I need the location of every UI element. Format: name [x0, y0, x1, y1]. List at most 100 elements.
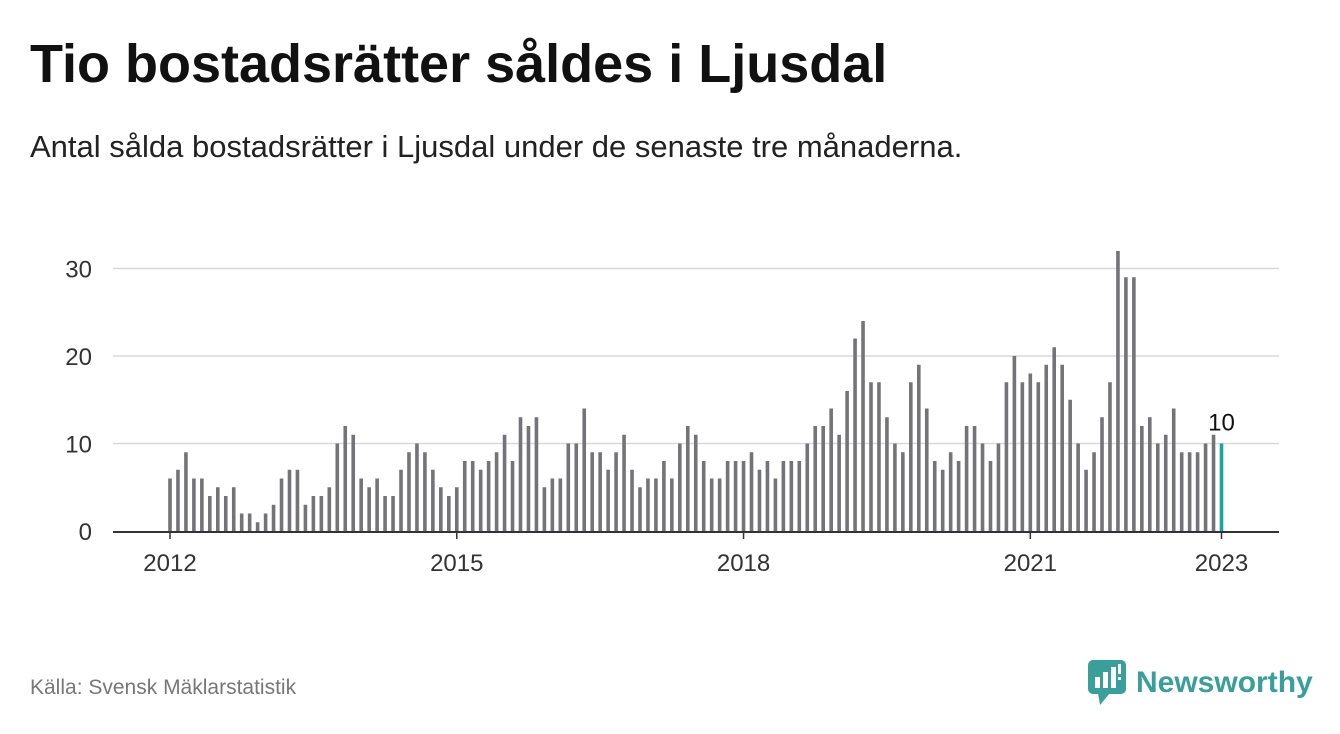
bar — [733, 461, 738, 531]
bar — [351, 434, 356, 531]
bar — [614, 452, 618, 531]
bar — [598, 452, 602, 531]
bar — [1012, 356, 1017, 531]
bar — [622, 434, 626, 531]
bar — [781, 461, 786, 531]
bar — [255, 522, 260, 531]
bar — [773, 478, 778, 531]
bar — [423, 452, 427, 531]
x-tick-label: 2021 — [1004, 550, 1057, 577]
y-tick-label: 30 — [65, 257, 92, 284]
bar — [518, 417, 523, 531]
bar — [303, 504, 308, 531]
bar — [701, 461, 706, 531]
bar — [717, 478, 722, 531]
bar — [542, 487, 547, 531]
bar — [439, 487, 443, 531]
bar — [693, 434, 698, 531]
bar — [319, 496, 324, 531]
bar — [932, 461, 937, 531]
bar — [462, 461, 467, 531]
x-tick-label: 2018 — [717, 550, 770, 577]
bar — [335, 443, 340, 531]
bar — [1076, 443, 1080, 531]
bar — [1171, 408, 1176, 531]
bar — [447, 496, 451, 531]
bar — [988, 461, 993, 531]
bar — [550, 478, 555, 531]
bar — [725, 461, 730, 531]
bar — [1084, 469, 1088, 531]
bar — [1100, 417, 1104, 531]
bar — [383, 496, 387, 531]
bar — [192, 478, 196, 531]
bar — [1132, 277, 1136, 531]
bar — [534, 417, 539, 531]
bar — [486, 461, 491, 531]
source-note: Källa: Svensk Mäklarstatistik — [30, 676, 297, 699]
bar — [789, 461, 794, 531]
bar — [797, 461, 802, 531]
bar — [295, 469, 300, 531]
bar — [582, 408, 587, 531]
bar — [1187, 452, 1192, 531]
bar — [654, 478, 658, 531]
bar — [1163, 434, 1168, 531]
bar — [885, 417, 889, 531]
bar — [1108, 382, 1112, 531]
bar — [877, 382, 881, 531]
x-tick-label: 2015 — [430, 550, 483, 577]
bar — [215, 487, 220, 531]
bar — [454, 487, 459, 531]
bar — [399, 469, 403, 531]
bar — [662, 461, 666, 531]
bar — [231, 487, 236, 531]
brand-name: Newsworthy — [1136, 666, 1313, 699]
bar — [208, 496, 212, 531]
bar — [1044, 364, 1049, 531]
bar — [1020, 382, 1025, 531]
bar — [909, 382, 913, 531]
chart-title: Tio bostadsrätter såldes i Ljusdal — [30, 34, 888, 94]
bar — [630, 469, 634, 531]
bar — [510, 461, 515, 531]
bar — [391, 496, 395, 531]
bar — [709, 478, 714, 531]
bar — [813, 426, 818, 531]
bar — [980, 443, 985, 531]
bar — [678, 443, 682, 531]
y-tick-label: 10 — [65, 432, 92, 459]
bar — [1116, 251, 1120, 531]
bar — [1155, 443, 1160, 531]
bar — [375, 478, 379, 531]
bar — [606, 469, 610, 531]
bar-chart: 0 10 20 30 2012 2015 2018 2021 2023 10 — [65, 251, 1279, 577]
bar — [1004, 382, 1009, 531]
x-tick-label: 2012 — [143, 550, 196, 577]
bar — [853, 338, 857, 531]
bar — [407, 452, 411, 531]
bar — [1052, 347, 1057, 531]
bar — [1092, 452, 1096, 531]
bar — [1203, 443, 1208, 531]
bar — [470, 461, 475, 531]
bar — [765, 461, 770, 531]
bar — [829, 408, 833, 531]
bar — [1195, 452, 1200, 531]
y-tick-label: 20 — [65, 344, 92, 371]
bar — [948, 452, 953, 531]
bar — [1060, 364, 1064, 531]
bar — [526, 426, 531, 531]
bar — [924, 408, 929, 531]
bar — [940, 469, 945, 531]
bar — [271, 504, 276, 531]
bar — [861, 321, 865, 531]
bar — [311, 496, 316, 531]
bar — [263, 513, 268, 531]
bar — [168, 478, 172, 531]
bar — [757, 469, 762, 531]
bar — [956, 461, 961, 531]
data-label: 10 — [1208, 410, 1235, 437]
bar — [805, 443, 810, 531]
bar — [184, 452, 188, 531]
